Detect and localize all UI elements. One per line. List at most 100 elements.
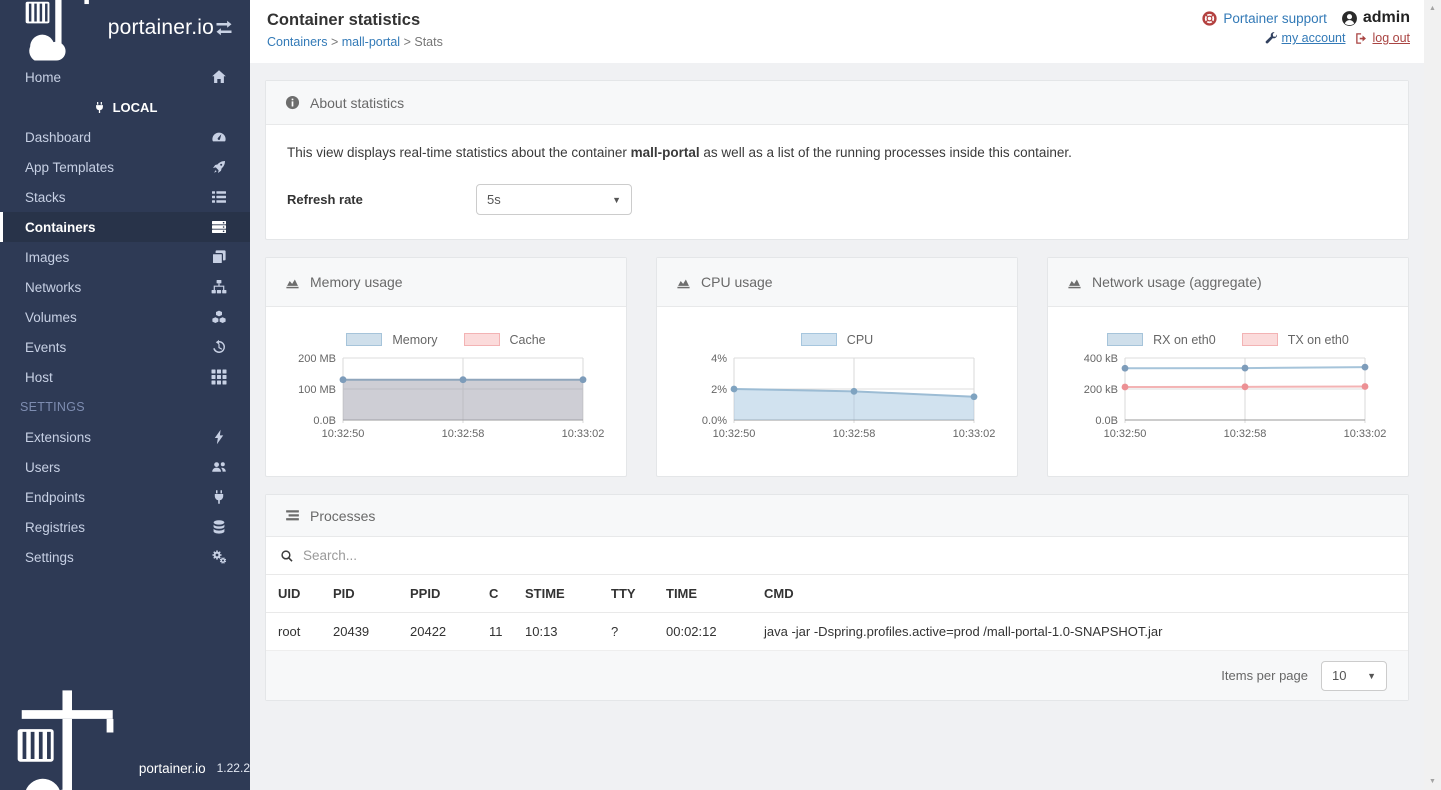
log-out-label: log out [1372, 31, 1410, 45]
refresh-rate-value: 5s [487, 192, 501, 207]
username: admin [1362, 9, 1410, 26]
svg-text:10:33:02: 10:33:02 [953, 428, 996, 440]
log-out-link[interactable]: log out [1355, 31, 1410, 45]
sidebar-item-events[interactable]: Events [0, 332, 250, 362]
cubes-icon [211, 309, 228, 326]
column-header-cmd: CMD [752, 575, 1408, 613]
sidebar-item-users[interactable]: Users [0, 452, 250, 482]
chart-legend: RX on eth0 TX on eth0 [1048, 332, 1408, 347]
sidebar-item-dashboard[interactable]: Dashboard [0, 122, 250, 152]
sidebar-footer: portainer.io 1.22.2 [0, 689, 250, 790]
chart-canvas: 200 MB 100 MB 0.0B 10:32:50 10:32:58 10:33:02 [266, 351, 626, 443]
sidebar-nav: Home LOCAL Dashboard App Templates Stacks Con… [0, 56, 250, 572]
column-header-tty: TTY [599, 575, 654, 613]
sidebar-item-label: App Templates [25, 159, 115, 175]
collapse-sidebar-icon[interactable] [214, 18, 234, 38]
breadcrumb-link-container[interactable]: mall-portal [341, 35, 401, 49]
network-usage-header: Network usage (aggregate) [1048, 258, 1408, 307]
sign-out-icon [1355, 32, 1368, 45]
sidebar-item-app-templates[interactable]: App Templates [0, 152, 250, 182]
plug-icon [211, 489, 228, 506]
table-cell: 20422 [398, 612, 477, 651]
legend-label: RX on eth0 [1153, 332, 1216, 347]
breadcrumb-link-containers[interactable]: Containers [267, 35, 328, 49]
refresh-rate-row: Refresh rate 5s ▼ [287, 184, 1387, 215]
scrollbar-down-arrow-icon[interactable]: ▼ [1429, 778, 1436, 785]
sidebar-item-volumes[interactable]: Volumes [0, 302, 250, 332]
description-suffix: as well as a list of the running process… [699, 145, 1072, 160]
support-label: Portainer support [1223, 10, 1327, 26]
svg-text:10:32:58: 10:32:58 [833, 428, 876, 440]
portainer-crane-icon [14, 0, 104, 82]
table-cell: ? [599, 612, 654, 651]
tachometer-icon [211, 129, 228, 146]
sidebar-item-label: Stacks [25, 189, 66, 205]
svg-text:0.0B: 0.0B [1095, 415, 1118, 427]
legend-swatch [346, 333, 383, 346]
cogs-icon [211, 549, 228, 566]
sidebar-item-home[interactable]: Home [0, 62, 250, 92]
svg-text:10:33:02: 10:33:02 [562, 428, 605, 440]
about-statistics-header: About statistics [266, 81, 1408, 125]
sidebar-item-host[interactable]: Host [0, 362, 250, 392]
svg-text:4%: 4% [711, 353, 727, 365]
my-account-link[interactable]: my account [1265, 31, 1345, 45]
logo-text: portainer.io [107, 16, 214, 39]
sidebar-item-extensions[interactable]: Extensions [0, 422, 250, 452]
sidebar-item-images[interactable]: Images [0, 242, 250, 272]
sidebar-item-label: Users [25, 459, 61, 475]
sidebar-item-registries[interactable]: Registries [0, 512, 250, 542]
search-input[interactable] [303, 548, 1394, 563]
charts-row: Memory usage Memory Cache 200 MB 100 MB 0.0B… [265, 257, 1409, 477]
table-header-row: UID PID PPID C STIME TTY TIME CMD [266, 575, 1408, 613]
portainer-support-link[interactable]: Portainer support [1202, 11, 1327, 26]
column-header-stime: STIME [513, 575, 599, 613]
legend-item: CPU [800, 332, 874, 347]
column-header-time: TIME [654, 575, 752, 613]
legend-swatch [800, 333, 837, 346]
topbar: Container statistics Containers > mall-p… [250, 0, 1424, 63]
refresh-rate-label: Refresh rate [287, 192, 363, 207]
svg-text:10:33:02: 10:33:02 [1344, 428, 1387, 440]
svg-text:0.0B: 0.0B [313, 415, 336, 427]
area-chart-icon [676, 275, 691, 290]
legend-label: CPU [846, 332, 874, 347]
column-header-c: C [477, 575, 513, 613]
th-icon [211, 369, 228, 386]
sidebar-item-containers[interactable]: Containers [0, 212, 250, 242]
sidebar-endpoint-header: LOCAL [0, 92, 250, 122]
memory-usage-header: Memory usage [266, 258, 626, 307]
users-icon [211, 459, 228, 476]
sidebar-item-label: Settings [25, 549, 74, 565]
sidebar-item-label: Host [25, 369, 53, 385]
sidebar-item-label: Registries [25, 519, 86, 535]
scrollbar-up-arrow-icon[interactable]: ▲ [1429, 5, 1436, 12]
life-ring-icon [1202, 10, 1217, 26]
portainer-crane-icon [0, 687, 136, 790]
footer-version: 1.22.2 [216, 761, 250, 775]
sitemap-icon [211, 279, 228, 296]
list-icon [211, 189, 228, 206]
sidebar-item-endpoints[interactable]: Endpoints [0, 482, 250, 512]
table-cell: 20439 [321, 612, 398, 651]
legend-item: RX on eth0 [1107, 333, 1216, 347]
sidebar-item-networks[interactable]: Networks [0, 272, 250, 302]
sidebar-item-label: Containers [25, 219, 96, 235]
history-icon [211, 339, 228, 356]
legend-swatch [463, 333, 500, 346]
table-cell: 00:02:12 [654, 612, 752, 651]
sidebar-item-label: Events [25, 339, 67, 355]
items-per-page-select[interactable]: 10 ▼ [1321, 660, 1387, 691]
sidebar-section-label: SETTINGS [20, 400, 85, 414]
svg-text:10:32:50: 10:32:50 [713, 428, 756, 440]
items-per-page-value: 10 [1332, 668, 1347, 683]
processes-table: UID PID PPID C STIME TTY TIME CMD root 20439 2042… [266, 575, 1408, 651]
column-header-pid: PID [321, 575, 398, 613]
sidebar-item-label: Home [25, 69, 62, 85]
sidebar-item-settings[interactable]: Settings [0, 542, 250, 572]
chart-legend: Memory Cache [266, 332, 626, 347]
vertical-scrollbar[interactable]: ▲ ▼ [1424, 0, 1441, 790]
sidebar-item-stacks[interactable]: Stacks [0, 182, 250, 212]
refresh-rate-select[interactable]: 5s ▼ [476, 184, 632, 215]
main-area: Container statistics Containers > mall-p… [250, 0, 1424, 790]
